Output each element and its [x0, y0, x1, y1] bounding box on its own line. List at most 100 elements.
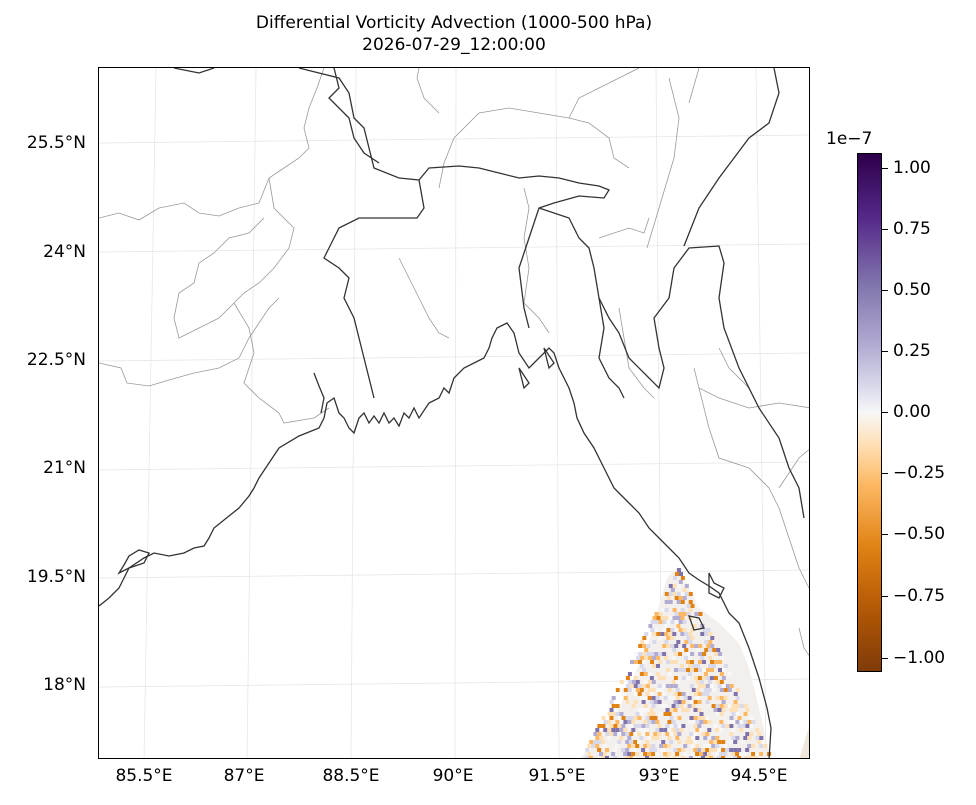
- field-cell: [703, 736, 708, 740]
- field-cell: [684, 648, 689, 652]
- field-cell: [678, 580, 683, 584]
- field-cell: [693, 692, 698, 696]
- field-cell: [651, 680, 656, 684]
- field-cell: [591, 744, 596, 748]
- field-cell: [658, 660, 662, 664]
- field-cell: [671, 680, 676, 684]
- field-cell: [658, 636, 663, 640]
- colorbar-exponent: 1e−7: [826, 129, 873, 149]
- field-cell: [745, 748, 750, 752]
- field-cell: [672, 648, 677, 652]
- field-cell: [670, 628, 675, 632]
- field-cell: [613, 732, 618, 736]
- field-cell: [633, 756, 637, 758]
- field-cell: [712, 648, 717, 652]
- field-cell: [645, 740, 650, 744]
- field-cell: [625, 676, 630, 680]
- field-cell: [707, 688, 712, 692]
- field-cell: [645, 684, 650, 688]
- field-cell: [725, 724, 730, 728]
- field-cell: [667, 712, 672, 716]
- field-cell: [675, 728, 680, 732]
- field-cell: [735, 720, 740, 724]
- field-cell: [651, 704, 656, 708]
- field-cell: [666, 668, 670, 672]
- boundary-north: [688, 68, 700, 104]
- field-cell: [673, 732, 678, 736]
- field-cell: [692, 616, 697, 620]
- field-cell: [680, 616, 685, 620]
- field-cell: [623, 728, 628, 732]
- field-cell: [642, 644, 647, 648]
- field-cell: [719, 672, 724, 676]
- field-cell: [637, 684, 642, 688]
- field-cell: [715, 744, 720, 748]
- gridline-lon-91-5: [555, 68, 560, 758]
- field-cell: [664, 600, 669, 604]
- field-cell: [589, 740, 594, 744]
- field-cell: [735, 736, 740, 740]
- field-cell: [693, 716, 698, 720]
- field-cell: [684, 584, 689, 588]
- colorbar-tick-label: 1.00: [893, 158, 931, 178]
- field-cell: [673, 684, 678, 688]
- field-cell: [609, 700, 614, 704]
- field-cell: [623, 696, 628, 700]
- field-cell: [666, 636, 671, 640]
- field-cell: [675, 752, 680, 756]
- field-cell: [697, 716, 702, 720]
- coast-island-chilika: [117, 549, 150, 575]
- field-cell: [661, 740, 666, 744]
- field-cell: [719, 728, 724, 732]
- field-cell: [693, 676, 698, 680]
- field-cell: [743, 720, 748, 724]
- field-cell: [698, 652, 703, 656]
- colorbar-tick: [882, 473, 888, 474]
- field-cell: [685, 708, 690, 712]
- field-cell: [694, 612, 699, 616]
- gridline-lon-88-5: [350, 68, 357, 758]
- field-cell: [638, 644, 643, 648]
- field-cell: [688, 632, 693, 636]
- field-cell: [686, 612, 691, 616]
- field-cell: [689, 684, 694, 688]
- field-cell: [629, 740, 634, 744]
- field-cell: [609, 716, 614, 720]
- field-cell: [615, 712, 620, 716]
- colorbar-tick-label: −0.75: [893, 586, 946, 606]
- field-cell: [689, 716, 694, 720]
- field-cell: [651, 720, 656, 724]
- field-cell: [717, 756, 721, 758]
- field-cell: [719, 752, 724, 756]
- field-cell: [721, 700, 726, 704]
- field-cell: [731, 752, 736, 756]
- field-cell: [641, 732, 646, 736]
- field-cell: [695, 720, 700, 724]
- field-cell: [659, 688, 664, 692]
- field-cell: [698, 612, 703, 616]
- field-cell: [667, 720, 672, 724]
- field-cell: [729, 716, 734, 720]
- lat-label: 18°N: [43, 675, 86, 695]
- field-cell: [683, 744, 688, 748]
- field-cell: [647, 720, 652, 724]
- field-cell: [625, 716, 630, 720]
- gridline-lon-94-5: [755, 68, 767, 758]
- field-cell: [739, 720, 744, 724]
- field-cell: [633, 684, 638, 688]
- field-cell: [681, 724, 686, 728]
- field-cell: [605, 748, 610, 752]
- field-cell: [656, 632, 661, 636]
- colorbar-tick-label: 0.75: [893, 219, 931, 239]
- field-cell: [668, 616, 673, 620]
- field-cell: [655, 688, 660, 692]
- field-cell: [613, 708, 618, 712]
- field-cell: [648, 656, 653, 660]
- field-cell: [699, 720, 704, 724]
- field-cell: [658, 612, 663, 616]
- field-cell: [737, 724, 742, 728]
- map-area[interactable]: [98, 67, 810, 759]
- field-cell: [643, 672, 648, 676]
- gridline-lat-22-5: [99, 352, 809, 362]
- field-cell: [639, 672, 644, 676]
